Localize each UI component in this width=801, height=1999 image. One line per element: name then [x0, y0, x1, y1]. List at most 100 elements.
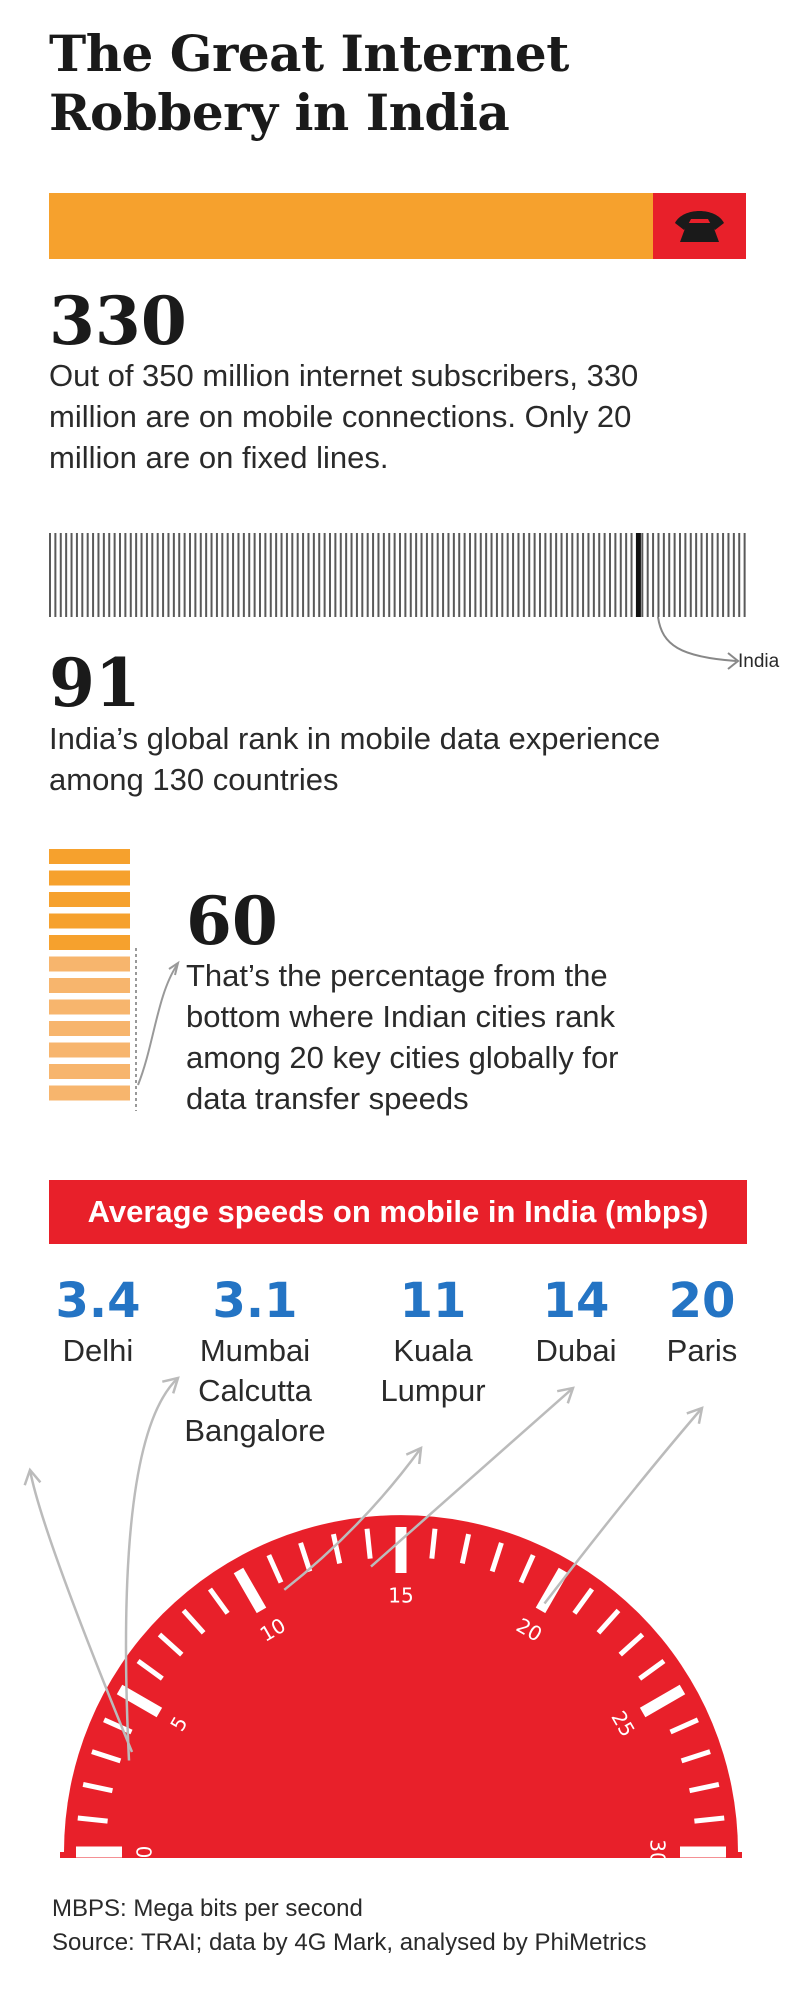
country-bar — [355, 533, 358, 617]
minor-tick — [459, 1533, 472, 1564]
country-bar — [517, 533, 520, 617]
stat-330-line: Out of 350 million internet subscribers,… — [49, 358, 639, 393]
country-bar — [560, 533, 563, 617]
stat-60-line: bottom where Indian cities rank — [186, 999, 616, 1034]
country-bar — [86, 533, 89, 617]
country-bar — [479, 533, 482, 617]
stack-bar — [49, 849, 130, 864]
country-bar — [205, 533, 208, 617]
country-bar — [377, 533, 380, 617]
gauge-base — [60, 1852, 742, 1858]
country-bar — [210, 533, 213, 617]
country-bar — [259, 533, 261, 617]
minor-tick — [298, 1542, 313, 1573]
city-pointer-arrow — [28, 1469, 134, 1753]
city-pointer-arrow — [543, 1407, 703, 1605]
city-label-dubai: Dubai — [486, 1331, 666, 1371]
stat-60-line: That’s the percentage from the — [186, 958, 608, 993]
city-pointer-arrow — [283, 1447, 423, 1591]
country-bar — [447, 533, 450, 617]
country-bar — [318, 533, 321, 617]
country-bar — [641, 533, 644, 617]
country-bar — [679, 533, 681, 617]
country-bar — [54, 533, 57, 617]
country-bar — [102, 533, 105, 617]
country-bar — [253, 533, 256, 617]
country-bar — [420, 533, 423, 617]
india-pointer-arrow — [657, 617, 740, 670]
minor-tick — [181, 1608, 206, 1635]
stat-60-line: among 20 key cities globally for — [186, 1040, 619, 1075]
country-bar — [565, 533, 568, 617]
country-bar — [248, 533, 251, 617]
country-bar — [242, 533, 245, 617]
country-bar — [280, 533, 283, 617]
city-rank-stack — [49, 849, 180, 1111]
minor-tick — [596, 1608, 621, 1635]
country-bar — [501, 533, 504, 617]
country-bar — [291, 533, 294, 617]
speed-chart-title: Average speeds on mobile in India (mbps) — [49, 1180, 747, 1244]
minor-tick — [694, 1815, 725, 1824]
country-bar — [393, 533, 396, 617]
country-bar — [275, 533, 278, 617]
city-name: Paris — [666, 1333, 738, 1368]
gauge-tick-label: 0 — [133, 1846, 157, 1859]
stack-bar — [49, 1064, 130, 1079]
country-bar — [506, 533, 509, 617]
country-bar — [603, 533, 606, 617]
country-bar — [75, 533, 78, 617]
country-bar — [108, 533, 111, 617]
country-bar — [609, 533, 611, 617]
stat-60-text: That’s the percentage from the bottom wh… — [186, 955, 746, 1119]
country-bar — [350, 533, 353, 617]
title-line-1: The Great Internet — [49, 24, 569, 83]
country-rank-barcode — [49, 533, 746, 617]
country-bar — [97, 533, 100, 617]
country-bar — [178, 533, 181, 617]
stat-60-line: data transfer speeds — [186, 1081, 469, 1116]
stat-91-line: India’s global rank in mobile data exper… — [49, 721, 661, 756]
country-bar — [474, 533, 477, 617]
stack-bar — [49, 892, 130, 907]
country-bar — [162, 533, 165, 617]
minor-tick — [91, 1749, 122, 1764]
stack-arrow-head — [168, 960, 180, 976]
city-pointer-arrowhead — [556, 1386, 575, 1404]
country-bar — [582, 533, 585, 617]
minor-tick — [489, 1542, 504, 1573]
country-bar — [555, 533, 558, 617]
city-name: Dubai — [535, 1333, 617, 1368]
country-bar — [145, 533, 148, 617]
country-bar — [232, 533, 235, 617]
stat-60-number: 60 — [186, 882, 278, 960]
country-bar — [522, 533, 525, 617]
country-bar — [436, 533, 439, 617]
stack-bar — [49, 999, 130, 1015]
country-bar — [285, 533, 288, 617]
stat-91-number: 91 — [49, 644, 141, 722]
stack-arrow — [137, 964, 178, 1086]
country-bar — [135, 533, 138, 617]
stack-bar — [49, 1085, 130, 1101]
country-bar — [458, 533, 461, 617]
city-pointer-arrowhead — [23, 1467, 42, 1486]
country-bar — [684, 533, 687, 617]
city-name: Calcutta — [198, 1373, 312, 1408]
country-bar — [625, 533, 628, 617]
india-bar — [635, 533, 641, 617]
country-bar — [528, 533, 531, 617]
country-bar — [264, 533, 267, 617]
country-bar — [183, 533, 186, 617]
minor-tick — [266, 1554, 284, 1584]
stack-bar — [49, 935, 130, 950]
gauge-tick-label: 15 — [388, 1584, 413, 1608]
country-bar — [409, 533, 412, 617]
country-bar — [366, 533, 369, 617]
stat-91-line: among 130 countries — [49, 762, 339, 797]
stack-bar — [49, 978, 130, 993]
country-bar — [323, 533, 326, 617]
country-bar — [571, 533, 574, 617]
country-bar — [59, 533, 62, 617]
